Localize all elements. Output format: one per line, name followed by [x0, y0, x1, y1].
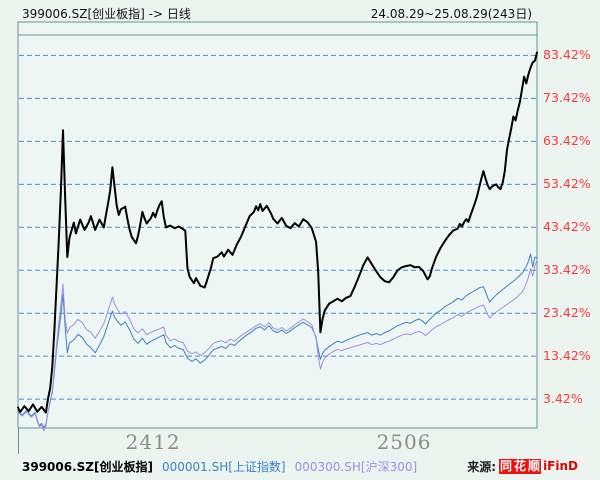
ifind-brand-label: iFinD: [543, 459, 578, 473]
legend-row: 399006.SZ[创业板指] 000001.SH[上证指数] 000300.SH[…: [22, 457, 578, 475]
chart-title: 399006.SZ[创业板指] -> 日线: [22, 7, 191, 21]
legend-items: 399006.SZ[创业板指] 000001.SH[上证指数] 000300.SH[…: [22, 458, 426, 475]
x-tick-label: 2412: [125, 430, 181, 454]
logo-tile: 花: [513, 458, 528, 474]
legend-item[interactable]: 399006.SZ[创业板指]: [22, 459, 153, 474]
x-tick-label: 2506: [376, 430, 432, 454]
series-line-2: [17, 259, 538, 432]
tonghuashun-logo-icon: 同花顺: [499, 458, 542, 474]
chart-header: 399006.SZ[创业板指] -> 日线 24.08.29~25.08.29(…: [0, 5, 600, 21]
y-tick-label: 43.42%: [543, 219, 591, 235]
y-tick-label: 53.42%: [543, 176, 591, 192]
y-tick-label: 63.42%: [543, 133, 591, 149]
source-block: 来源: 同花顺 iFinD: [467, 457, 578, 475]
logo-tile: 同: [499, 458, 514, 474]
legend-item[interactable]: 000001.SH[上证指数]: [161, 459, 286, 474]
series-line-0: [17, 51, 538, 414]
series-line-1: [17, 253, 538, 429]
legend-item[interactable]: 000300.SH[沪深300]: [294, 459, 418, 474]
y-tick-label: 13.42%: [543, 348, 591, 364]
y-tick-label: 3.42%: [543, 391, 583, 407]
y-tick-label: 33.42%: [543, 262, 591, 278]
source-label: 来源:: [467, 459, 497, 474]
y-tick-label: 73.42%: [543, 90, 591, 106]
logo-tile: 顺: [527, 458, 542, 474]
y-tick-label: 83.42%: [543, 47, 591, 63]
y-tick-label: 23.42%: [543, 305, 591, 321]
date-range-label: 24.08.29~25.08.29(243日): [370, 7, 532, 21]
